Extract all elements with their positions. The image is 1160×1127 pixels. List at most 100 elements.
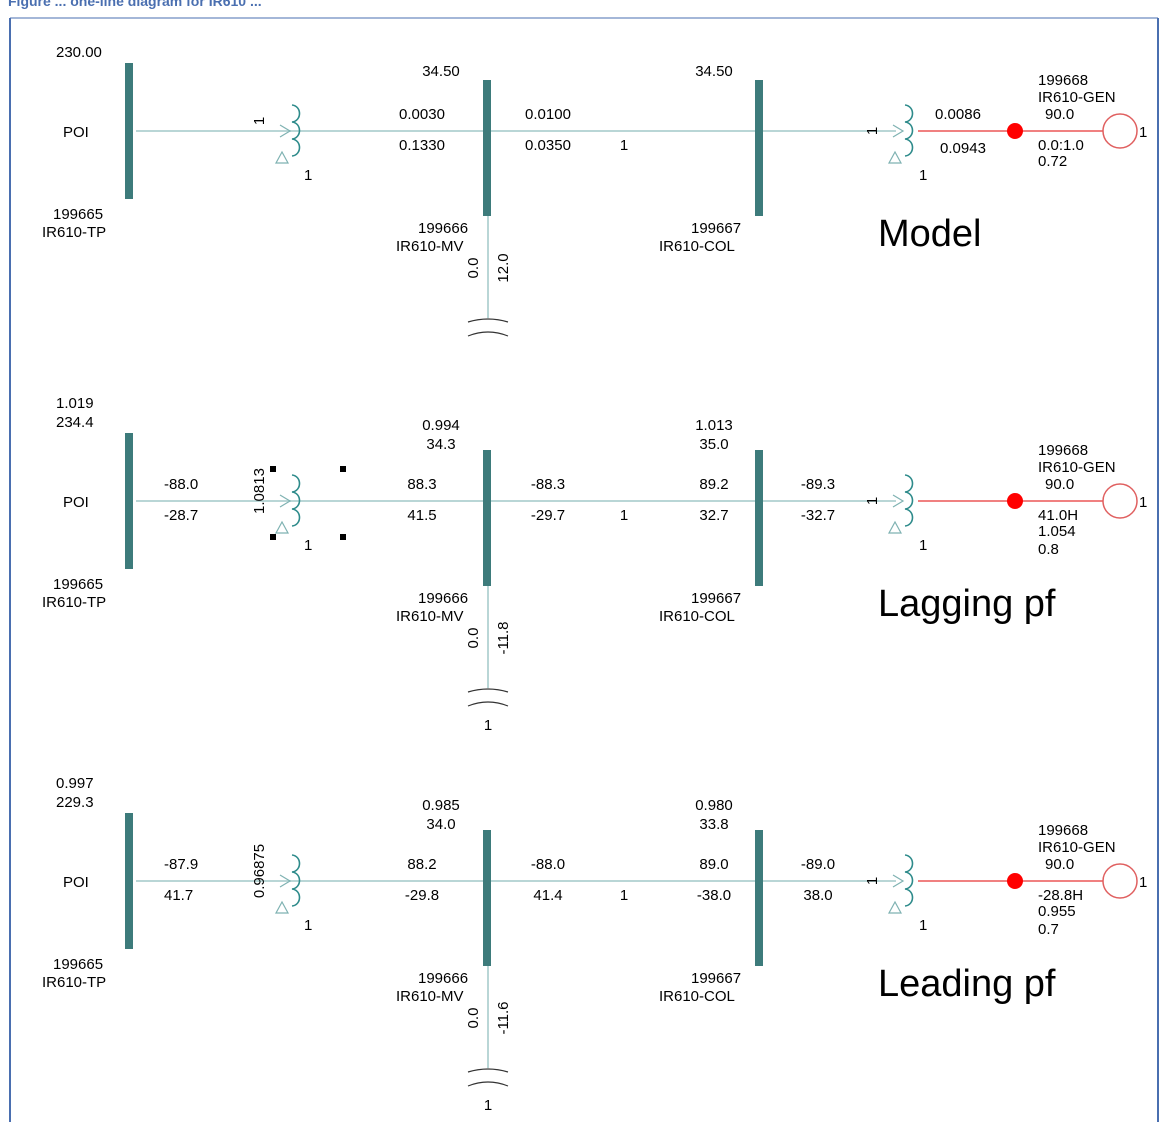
shunt-cap-bottom bbox=[467, 1081, 509, 1087]
xf1-flow-left-q: -28.7 bbox=[164, 507, 198, 524]
poi-voltage-kv: 234.4 bbox=[56, 414, 94, 431]
col-bus-number: 199667 bbox=[691, 590, 741, 607]
bus-poi bbox=[125, 813, 133, 949]
xf1-tap-label: 1 bbox=[251, 117, 268, 125]
xf1-flow-left-p: -88.0 bbox=[164, 476, 198, 493]
col-voltage-kv: 35.0 bbox=[699, 436, 728, 453]
xf2-flow-q: 0.0943 bbox=[940, 140, 986, 157]
gen-p: 90.0 bbox=[1045, 856, 1074, 873]
mv-flow-p: -88.0 bbox=[531, 856, 565, 873]
panel-title: Model bbox=[878, 213, 982, 255]
poi-bus-name: IR610-TP bbox=[42, 224, 106, 241]
xf1-delta-icon bbox=[274, 900, 290, 914]
gen-id: 1 bbox=[1139, 124, 1147, 141]
bus-col bbox=[755, 80, 763, 216]
bus-mv bbox=[483, 450, 491, 586]
poi-bus-number: 199665 bbox=[53, 956, 103, 973]
gen-number: 199668 bbox=[1038, 822, 1088, 839]
xf2-tap-label: 1 bbox=[864, 127, 881, 135]
col-flow-in-p: 89.0 bbox=[699, 856, 728, 873]
xf1-flow-left-p: -87.9 bbox=[164, 856, 198, 873]
poi-bus-name: IR610-TP bbox=[42, 594, 106, 611]
selection-handle-1 bbox=[340, 466, 346, 472]
gen-name: IR610-GEN bbox=[1038, 89, 1116, 106]
mv-voltage-kv: 34.3 bbox=[426, 436, 455, 453]
xf1-flow-right-p: 0.0030 bbox=[399, 106, 445, 123]
gen-p: 90.0 bbox=[1045, 106, 1074, 123]
xf1-wye-icon bbox=[279, 494, 292, 508]
shunt-cap-bottom bbox=[467, 701, 509, 707]
shunt-cap-bottom bbox=[467, 331, 509, 337]
panel-title: Lagging pf bbox=[878, 583, 1056, 625]
xf2-flow-p: 0.0086 bbox=[935, 106, 981, 123]
xf1-flow-right-q: 0.1330 bbox=[399, 137, 445, 154]
gen-breaker-dot bbox=[1007, 873, 1023, 889]
diagram-frame: Figure ... one-line diagram for IR610 ..… bbox=[8, 0, 1160, 1122]
xf2-winding bbox=[904, 104, 914, 157]
gen-q: 0.0:1.0 bbox=[1038, 137, 1084, 154]
gen-name: IR610-GEN bbox=[1038, 839, 1116, 856]
one-line-diagram: Figure ... one-line diagram for IR610 ..… bbox=[8, 0, 1159, 1122]
gen-number: 199668 bbox=[1038, 442, 1088, 459]
mv-flow-q: 0.0350 bbox=[525, 137, 571, 154]
mv-bus-number: 199666 bbox=[418, 590, 468, 607]
xf1-flow-right-p: 88.3 bbox=[407, 476, 436, 493]
mv-bus-number: 199666 bbox=[418, 970, 468, 987]
selection-handle-2 bbox=[270, 534, 276, 540]
xf1-flow-right-p: 88.2 bbox=[407, 856, 436, 873]
mv-bus-name: IR610-MV bbox=[396, 608, 464, 625]
xf1-wye-icon bbox=[279, 874, 292, 888]
xf2-wye-icon bbox=[892, 874, 905, 888]
gen-q: 41.0H bbox=[1038, 507, 1078, 524]
xf1-secondary-label: 1 bbox=[304, 917, 312, 934]
mv-bus-name: IR610-MV bbox=[396, 238, 464, 255]
mv-bus-number: 199666 bbox=[418, 220, 468, 237]
col-voltage-pu: 1.013 bbox=[695, 417, 733, 434]
xf1-wye-icon bbox=[279, 124, 292, 138]
xf2-secondary-label: 1 bbox=[919, 167, 927, 184]
mv-bus-name: IR610-MV bbox=[396, 988, 464, 1005]
gen-id: 1 bbox=[1139, 494, 1147, 511]
mv-voltage-kv: 34.0 bbox=[426, 816, 455, 833]
poi-voltage-pu: 1.019 bbox=[56, 395, 94, 412]
shunt-id: 1 bbox=[484, 1097, 492, 1114]
selection-handle-3 bbox=[340, 534, 346, 540]
col-bus-number: 199667 bbox=[691, 970, 741, 987]
col-bus-number: 199667 bbox=[691, 220, 741, 237]
xf2-delta-icon bbox=[887, 900, 903, 914]
poi-voltage-pu: 0.997 bbox=[56, 775, 94, 792]
mv-voltage-pu: 0.994 bbox=[422, 417, 460, 434]
xf1-delta-icon bbox=[274, 520, 290, 534]
shunt-cap-top bbox=[467, 688, 509, 693]
mv-voltage-pu: 0.985 bbox=[422, 797, 460, 814]
shunt-value-b: -11.6 bbox=[495, 1001, 512, 1034]
xf1-secondary-label: 1 bbox=[304, 537, 312, 554]
xf2-secondary-label: 1 bbox=[919, 537, 927, 554]
circuit-id: 1 bbox=[620, 137, 628, 154]
gen-breaker-dot bbox=[1007, 123, 1023, 139]
xf1-winding bbox=[291, 474, 301, 527]
gen-name: IR610-GEN bbox=[1038, 459, 1116, 476]
poi-bus-number: 199665 bbox=[53, 206, 103, 223]
xf2-flow-q: -32.7 bbox=[801, 507, 835, 524]
col-bus-name: IR610-COL bbox=[659, 238, 735, 255]
poi-bus-name: IR610-TP bbox=[42, 974, 106, 991]
col-bus-name: IR610-COL bbox=[659, 988, 735, 1005]
col-bus-name: IR610-COL bbox=[659, 608, 735, 625]
shunt-cap-top bbox=[467, 318, 509, 323]
xf2-winding bbox=[904, 854, 914, 907]
gen-v: 0.72 bbox=[1038, 153, 1067, 170]
circuit-id: 1 bbox=[620, 507, 628, 524]
mv-voltage-kv: 34.50 bbox=[422, 63, 460, 80]
gen-q: -28.8H bbox=[1038, 887, 1083, 904]
bus-col bbox=[755, 450, 763, 586]
xf2-secondary-label: 1 bbox=[919, 917, 927, 934]
xf1-flow-left-q: 41.7 bbox=[164, 887, 193, 904]
shunt-value-a: 0.0 bbox=[465, 1008, 482, 1029]
bus-poi bbox=[125, 433, 133, 569]
xf2-flow-p: -89.3 bbox=[801, 476, 835, 493]
shunt-value-b: 12.0 bbox=[495, 253, 512, 282]
col-flow-in-p: 89.2 bbox=[699, 476, 728, 493]
shunt-value-b: -11.8 bbox=[495, 621, 512, 654]
